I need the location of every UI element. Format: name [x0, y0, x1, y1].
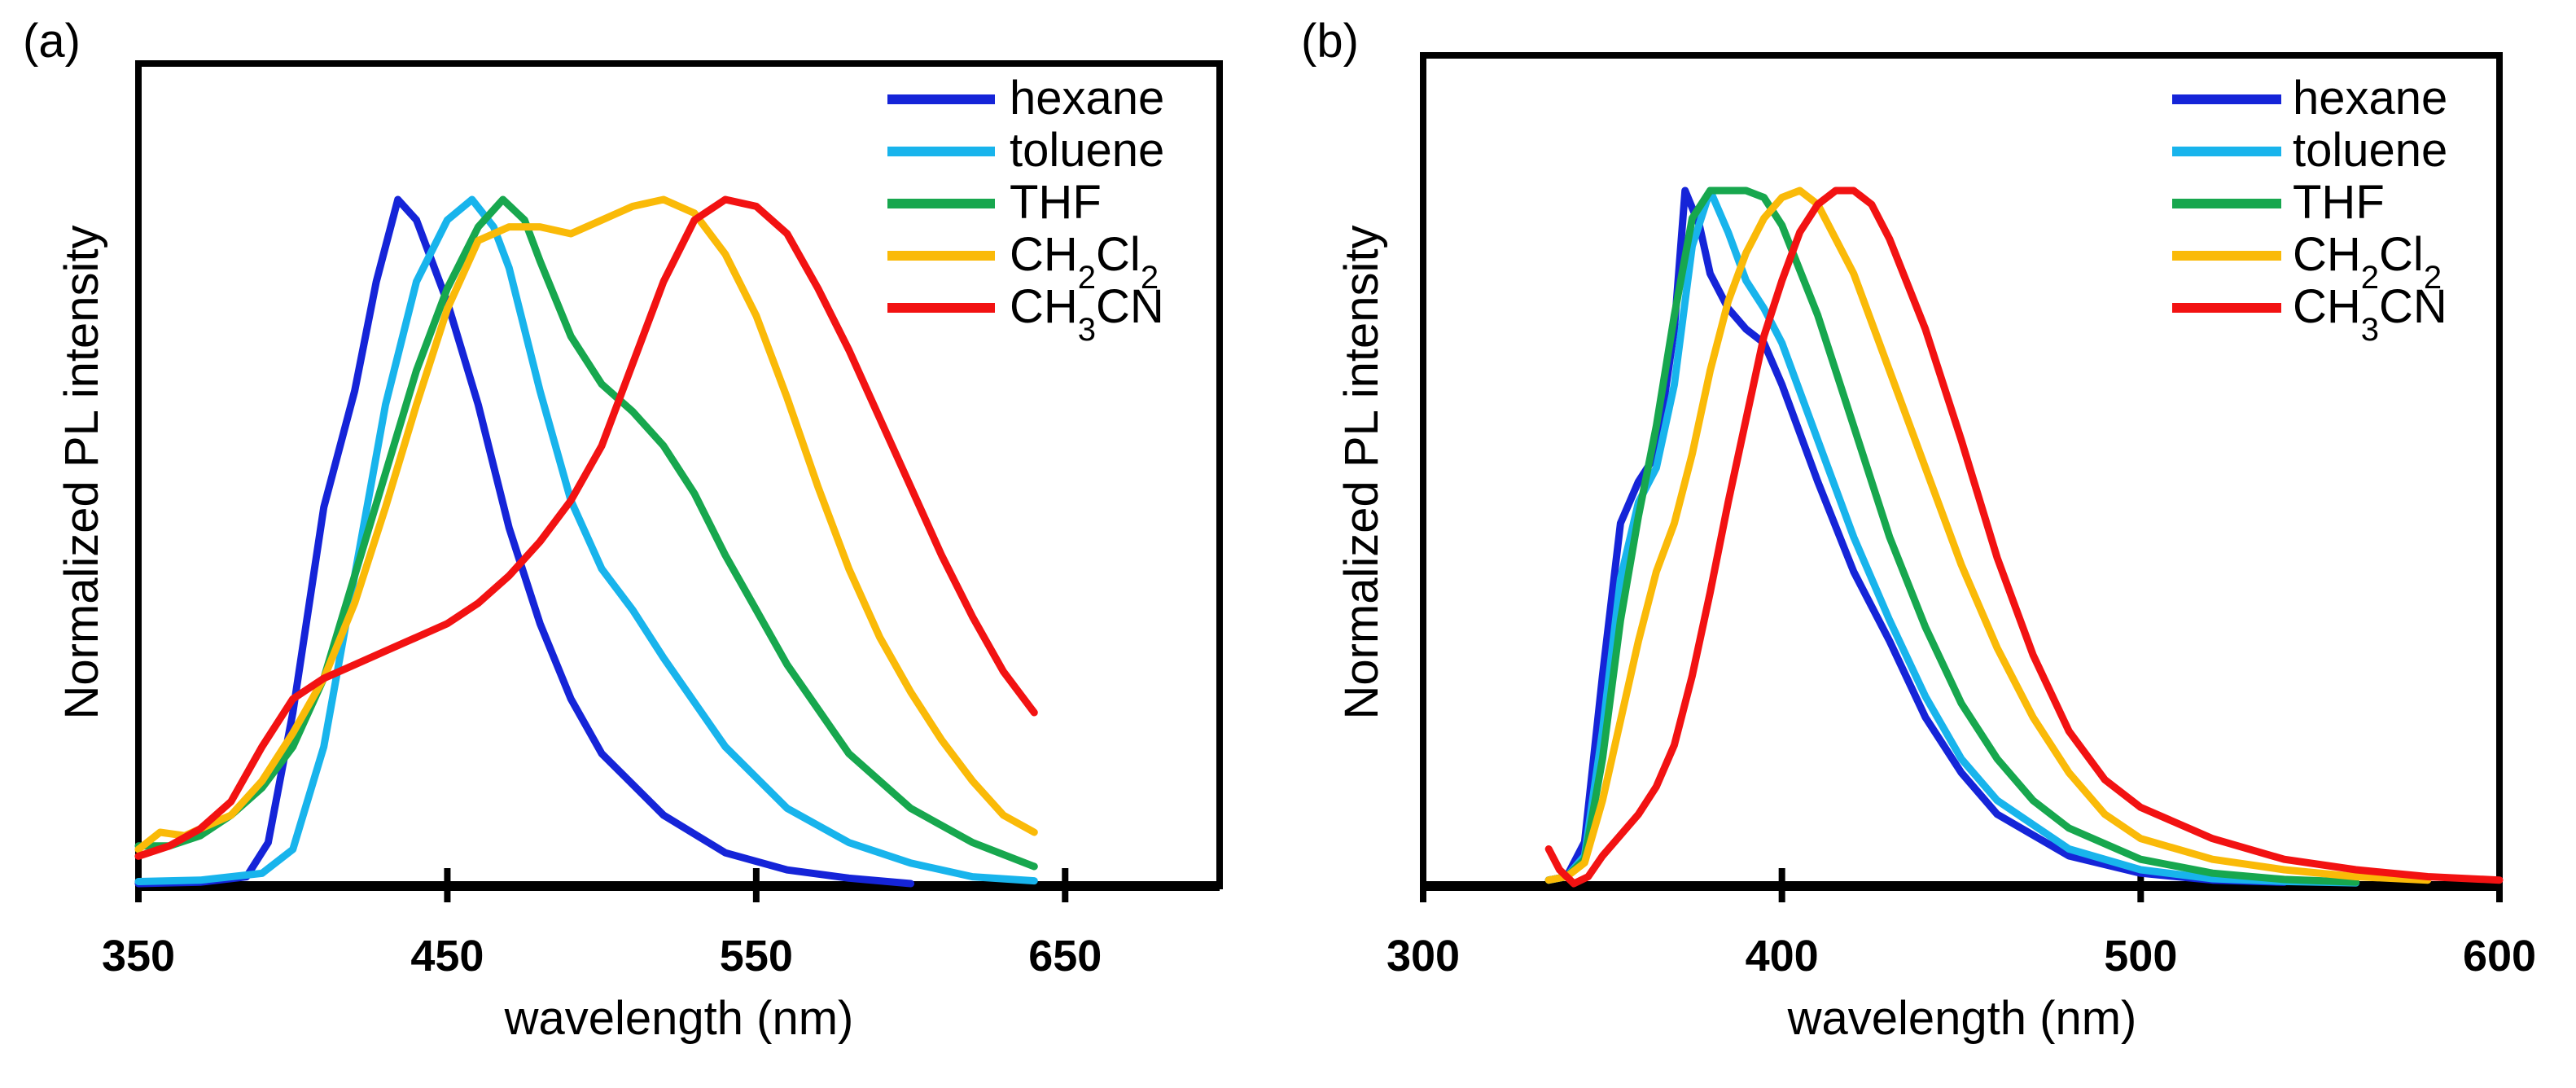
legend-label-hexane: hexane — [1010, 72, 1164, 125]
legend-label-ch2cl2: CH2Cl2 — [2293, 228, 2442, 296]
series-line-ch3cn — [134, 195, 1038, 860]
panel-a-label: (a) — [23, 15, 81, 68]
x-tick-label: 500 — [2104, 932, 2177, 981]
x-tick-label: 300 — [1387, 932, 1460, 981]
panel-b-chart: (b) 300 400 500 600 wavelength (nm) Normali… — [1301, 15, 2536, 1045]
series-line-thf — [134, 195, 1038, 871]
legend-label-ch3cn: CH3CN — [2293, 280, 2447, 348]
legend-label-toluene: toluene — [1010, 124, 1164, 177]
x-tick-label: 600 — [2463, 932, 2536, 981]
series-line-hexane — [1544, 186, 2289, 886]
panel-a-x-ticks: 350 450 550 650 — [102, 868, 1102, 981]
series-line-toluene — [1544, 186, 2360, 887]
x-tick-label: 550 — [720, 932, 793, 981]
panel-a-series-group — [134, 195, 1038, 888]
x-tick-label: 400 — [1746, 932, 1819, 981]
panel-b-y-axis-label: Normalized PL intensity — [1335, 225, 1388, 719]
panel-b-x-ticks: 300 400 500 600 — [1387, 868, 2536, 981]
legend-label-toluene: toluene — [2293, 124, 2447, 177]
panel-a-chart: (a) 350 450 550 650 wavelength (nm) Normali… — [23, 15, 1223, 1045]
legend-label-hexane: hexane — [2293, 72, 2447, 125]
x-tick-label: 450 — [410, 932, 484, 981]
x-tick-label: 650 — [1028, 932, 1102, 981]
panel-b-x-axis-label: wavelength (nm) — [1787, 992, 2137, 1045]
series-line-ch2cl2 — [1544, 186, 2432, 884]
series-line-ch2cl2 — [134, 195, 1038, 853]
panel-b-series-group — [1544, 186, 2504, 888]
series-line-ch3cn — [1544, 186, 2504, 888]
series-line-toluene — [134, 195, 1038, 885]
series-line-hexane — [134, 195, 915, 888]
legend-label-thf: THF — [1010, 176, 1102, 229]
x-tick-label: 350 — [102, 932, 175, 981]
panel-a-x-axis-label: wavelength (nm) — [504, 992, 854, 1045]
panel-a-y-axis-label: Normalized PL intensity — [55, 225, 108, 719]
legend-label-ch2cl2: CH2Cl2 — [1010, 228, 1159, 296]
legend-label-thf: THF — [2293, 176, 2385, 229]
panel-b-label: (b) — [1301, 15, 1359, 68]
legend-label-ch3cn: CH3CN — [1010, 280, 1164, 348]
